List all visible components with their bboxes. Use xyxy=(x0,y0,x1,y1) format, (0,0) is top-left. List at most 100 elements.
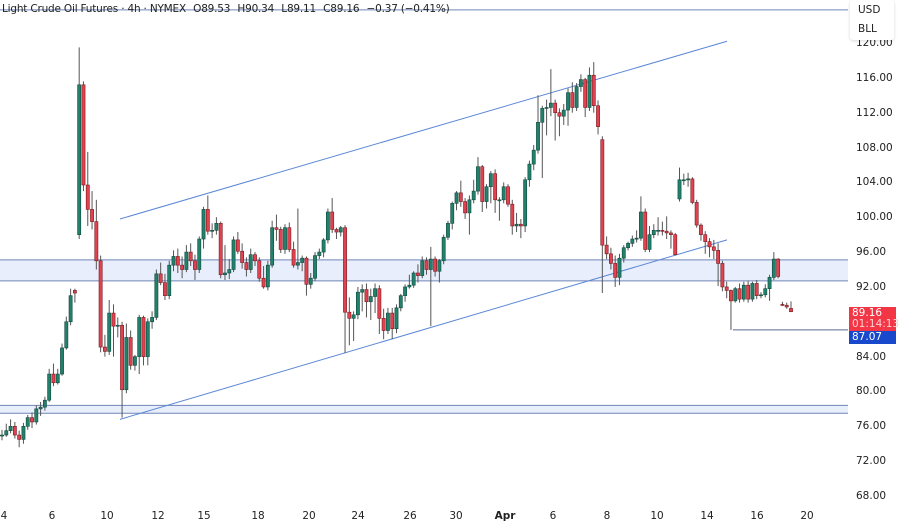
candle-down xyxy=(609,253,613,264)
ohlc-high: H90.34 xyxy=(237,3,275,15)
candle-up xyxy=(150,317,154,323)
candle-up xyxy=(454,192,459,204)
candle-down xyxy=(103,346,107,352)
candle-up xyxy=(651,230,656,235)
candle-down xyxy=(278,229,283,250)
candle-up xyxy=(733,288,738,302)
candle-up xyxy=(0,434,4,437)
candle-down xyxy=(235,239,240,252)
price-tick-label: 96.00 xyxy=(856,246,887,259)
candle-up xyxy=(317,251,322,256)
candle-down xyxy=(669,232,673,235)
candle-up xyxy=(540,108,545,123)
ohlc-change: −0.37 (−0.41%) xyxy=(366,3,450,15)
candle-down xyxy=(600,139,605,246)
time-tick-label: 26 xyxy=(403,510,417,522)
bar-countdown: 01:14:13 xyxy=(852,318,900,330)
currency-label[interactable]: USD xyxy=(858,4,881,16)
candle-up xyxy=(484,186,489,202)
candle-up xyxy=(561,109,566,117)
candle-up xyxy=(476,166,480,192)
candle-down xyxy=(343,227,347,313)
unit-label[interactable]: BLL xyxy=(858,23,877,35)
candle-up xyxy=(308,277,313,285)
time-tick-label: 12 xyxy=(151,510,165,522)
candle-down xyxy=(737,288,742,300)
candle-down xyxy=(643,211,648,250)
candle-down xyxy=(673,234,678,256)
price-tick-label: 84.00 xyxy=(856,350,887,363)
price-tick-label: 108.00 xyxy=(856,141,893,154)
candle-down xyxy=(158,273,163,283)
currency-unit-menu[interactable]: USD BLL xyxy=(850,0,894,40)
candle-up xyxy=(566,92,570,111)
candle-up xyxy=(227,269,232,274)
candle-up xyxy=(544,107,549,109)
candle-down xyxy=(711,246,716,251)
candle-up xyxy=(223,272,227,276)
price-tick-label: 72.00 xyxy=(856,455,887,468)
candle-up xyxy=(531,149,536,165)
candle-up xyxy=(771,258,776,278)
candle-up xyxy=(514,223,519,227)
candle-up xyxy=(536,121,540,151)
candle-down xyxy=(776,258,781,277)
candle-up xyxy=(527,163,532,181)
candle-up xyxy=(501,186,506,201)
price-tick-label: 92.00 xyxy=(856,280,887,293)
candle-up xyxy=(587,74,592,108)
candle-up xyxy=(115,324,120,327)
candle-up xyxy=(759,294,763,297)
candle-up xyxy=(300,257,305,263)
candle-up xyxy=(450,203,455,224)
price-tick-label: 104.00 xyxy=(856,176,893,189)
candle-down xyxy=(30,417,34,423)
candle-down xyxy=(81,84,86,186)
time-tick-label: 14 xyxy=(700,510,714,522)
candle-down xyxy=(720,263,725,288)
candle-down xyxy=(724,286,729,291)
candle-up xyxy=(25,417,30,427)
ohlc-low: L89.11 xyxy=(281,3,317,15)
time-tick-label: 4 xyxy=(0,510,8,522)
candle-up xyxy=(4,430,9,436)
candle-up xyxy=(77,84,82,235)
candle-up xyxy=(38,406,43,410)
candle-up xyxy=(167,264,172,296)
time-tick-label: 6 xyxy=(549,510,557,522)
candle-up xyxy=(124,337,129,391)
candle-up xyxy=(231,239,236,270)
candle-down xyxy=(90,209,94,222)
time-tick-label: 20 xyxy=(302,510,316,522)
candle-down xyxy=(12,426,17,436)
candle-down xyxy=(257,260,262,279)
candle-up xyxy=(741,284,746,300)
time-tick-label: 10 xyxy=(650,510,664,522)
candle-up xyxy=(617,257,622,278)
candle-up xyxy=(656,230,660,232)
ohlc-open: O89.53 xyxy=(193,3,231,15)
channel-upper-line xyxy=(119,40,728,220)
candle-down xyxy=(506,186,510,205)
price-chart[interactable] xyxy=(0,0,848,505)
candle-down xyxy=(463,201,468,214)
candle-down xyxy=(175,256,180,266)
candle-down xyxy=(596,105,600,127)
candle-up xyxy=(446,223,450,238)
candle-up xyxy=(441,236,446,262)
candle-up xyxy=(145,321,150,357)
symbol-title: Light Crude Oil Futures · 4h · NYMEX xyxy=(2,3,186,15)
price-tick-label: 100.00 xyxy=(856,211,893,224)
candle-up xyxy=(313,255,317,279)
candle-up xyxy=(394,307,399,330)
candle-up xyxy=(368,296,373,303)
candle-up xyxy=(214,223,219,231)
candle-up xyxy=(467,199,472,214)
candle-down xyxy=(433,258,437,272)
candle-down xyxy=(244,262,249,270)
candle-down xyxy=(518,223,523,227)
candle-down xyxy=(707,241,712,248)
candle-up xyxy=(407,284,412,288)
candle-down xyxy=(188,251,193,262)
candle-down xyxy=(253,254,257,262)
